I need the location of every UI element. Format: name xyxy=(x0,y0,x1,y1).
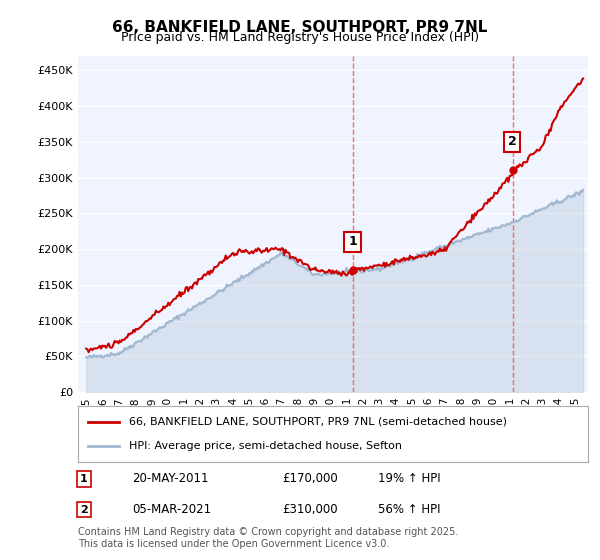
Text: 2: 2 xyxy=(80,505,88,515)
Text: £170,000: £170,000 xyxy=(282,472,338,486)
Text: 56% ↑ HPI: 56% ↑ HPI xyxy=(378,503,440,516)
Text: 05-MAR-2021: 05-MAR-2021 xyxy=(132,503,211,516)
Text: HPI: Average price, semi-detached house, Sefton: HPI: Average price, semi-detached house,… xyxy=(129,441,402,451)
Text: 1: 1 xyxy=(348,235,357,249)
Text: Price paid vs. HM Land Registry's House Price Index (HPI): Price paid vs. HM Land Registry's House … xyxy=(121,31,479,44)
Text: 66, BANKFIELD LANE, SOUTHPORT, PR9 7NL (semi-detached house): 66, BANKFIELD LANE, SOUTHPORT, PR9 7NL (… xyxy=(129,417,507,427)
Text: Contains HM Land Registry data © Crown copyright and database right 2025.
This d: Contains HM Land Registry data © Crown c… xyxy=(78,527,458,549)
Text: 20-MAY-2011: 20-MAY-2011 xyxy=(132,472,209,486)
Text: £310,000: £310,000 xyxy=(282,503,338,516)
Text: 19% ↑ HPI: 19% ↑ HPI xyxy=(378,472,440,486)
Text: 1: 1 xyxy=(80,474,88,484)
Text: 2: 2 xyxy=(508,136,517,148)
Text: 66, BANKFIELD LANE, SOUTHPORT, PR9 7NL: 66, BANKFIELD LANE, SOUTHPORT, PR9 7NL xyxy=(112,20,488,35)
